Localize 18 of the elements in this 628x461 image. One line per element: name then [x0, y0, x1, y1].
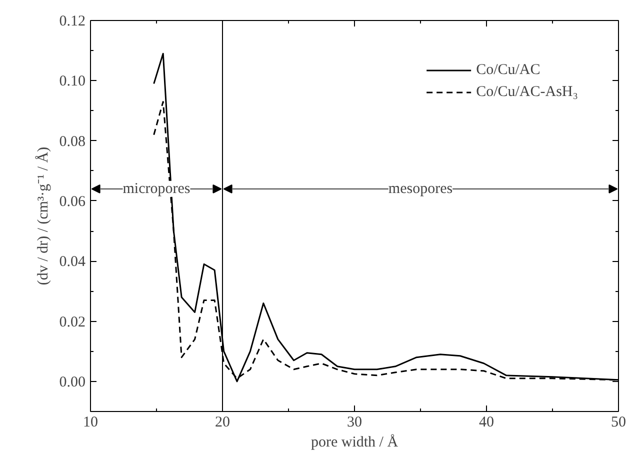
y-tick-label: 0.12 — [59, 14, 86, 30]
y-tick-label: 0.02 — [59, 314, 86, 330]
y-tick-label: 0.08 — [59, 134, 86, 150]
x-tick-label: 10 — [83, 414, 98, 430]
x-tick-label: 40 — [479, 414, 494, 430]
y-tick-label: 0.00 — [59, 374, 86, 390]
annotation: micropores — [122, 180, 190, 197]
y-tick-label: 0.06 — [59, 194, 86, 210]
x-axis-title: pore width / Å — [310, 434, 398, 450]
legend-label: Co/Cu/AC-AsH₃ — [476, 84, 578, 100]
x-tick-label: 20 — [215, 414, 230, 430]
x-tick-label: 50 — [611, 414, 626, 430]
x-tick-label: 30 — [347, 414, 362, 430]
annotation: mesopores — [388, 180, 453, 197]
y-tick-label: 0.04 — [59, 254, 86, 270]
legend-label: Co/Cu/AC — [476, 62, 540, 78]
y-axis-title: (dv / dr) / (cm³·g⁻¹ / Å) — [34, 146, 52, 286]
y-tick-label: 0.10 — [59, 74, 86, 90]
